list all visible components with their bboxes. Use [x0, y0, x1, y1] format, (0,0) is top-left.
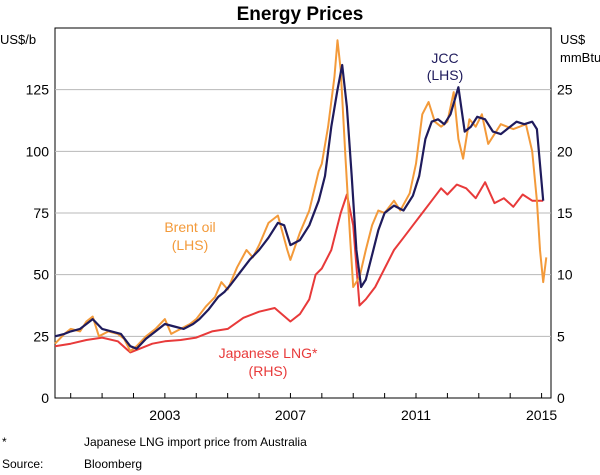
left-tick-label: 25: [33, 328, 49, 344]
footnote-text: Japanese LNG import price from Australia: [84, 435, 307, 449]
brent-axis-note: (LHS): [172, 237, 209, 253]
brent-label: Brent oil: [164, 219, 215, 235]
series-line-japanese-lng: [54, 181, 544, 354]
x-axis-tick-labels: 2003 2007 2011 2015: [149, 407, 557, 423]
right-tick-label: 10: [557, 267, 573, 283]
right-axis-tick-labels: 0 5 10 15 20 25: [557, 82, 573, 406]
left-tick-label: 100: [26, 143, 50, 159]
jcc-label: JCC: [431, 50, 458, 66]
series-line-jcc: [54, 63, 545, 350]
x-tick-label: 2003: [149, 407, 180, 423]
source-text: Bloomberg: [84, 457, 142, 471]
x-tick-label: 2007: [275, 407, 306, 423]
x-tick-label: 2015: [526, 407, 557, 423]
lng-axis-note: (RHS): [249, 363, 288, 379]
left-tick-label: 125: [26, 82, 50, 98]
footnote-mark: *: [2, 435, 7, 449]
source-label: Source:: [2, 457, 43, 471]
chart-title: Energy Prices: [237, 4, 364, 25]
left-tick-label: 75: [33, 205, 49, 221]
jcc-axis-note: (LHS): [427, 67, 464, 83]
x-tick-label: 2011: [401, 407, 431, 423]
x-axis-ticks: [70, 393, 543, 398]
series-layer: [54, 39, 548, 354]
lng-label: Japanese LNG*: [219, 345, 318, 361]
right-tick-label: 5: [557, 328, 565, 344]
right-tick-label: 25: [557, 82, 573, 98]
right-tick-label: 20: [557, 143, 573, 159]
series-line-brent-oil: [54, 39, 548, 353]
left-axis-tick-labels: 0 25 50 75 100 125: [26, 82, 50, 406]
left-tick-label: 50: [33, 267, 49, 283]
left-tick-label: 0: [41, 390, 49, 406]
left-axis-unit: US$/b: [0, 32, 36, 47]
right-axis-unit-line1: US$: [560, 32, 586, 47]
gridlines: [55, 89, 551, 337]
right-axis-unit-line2: mmBtu: [560, 50, 600, 65]
right-tick-label: 15: [557, 205, 573, 221]
right-tick-label: 0: [557, 390, 565, 406]
